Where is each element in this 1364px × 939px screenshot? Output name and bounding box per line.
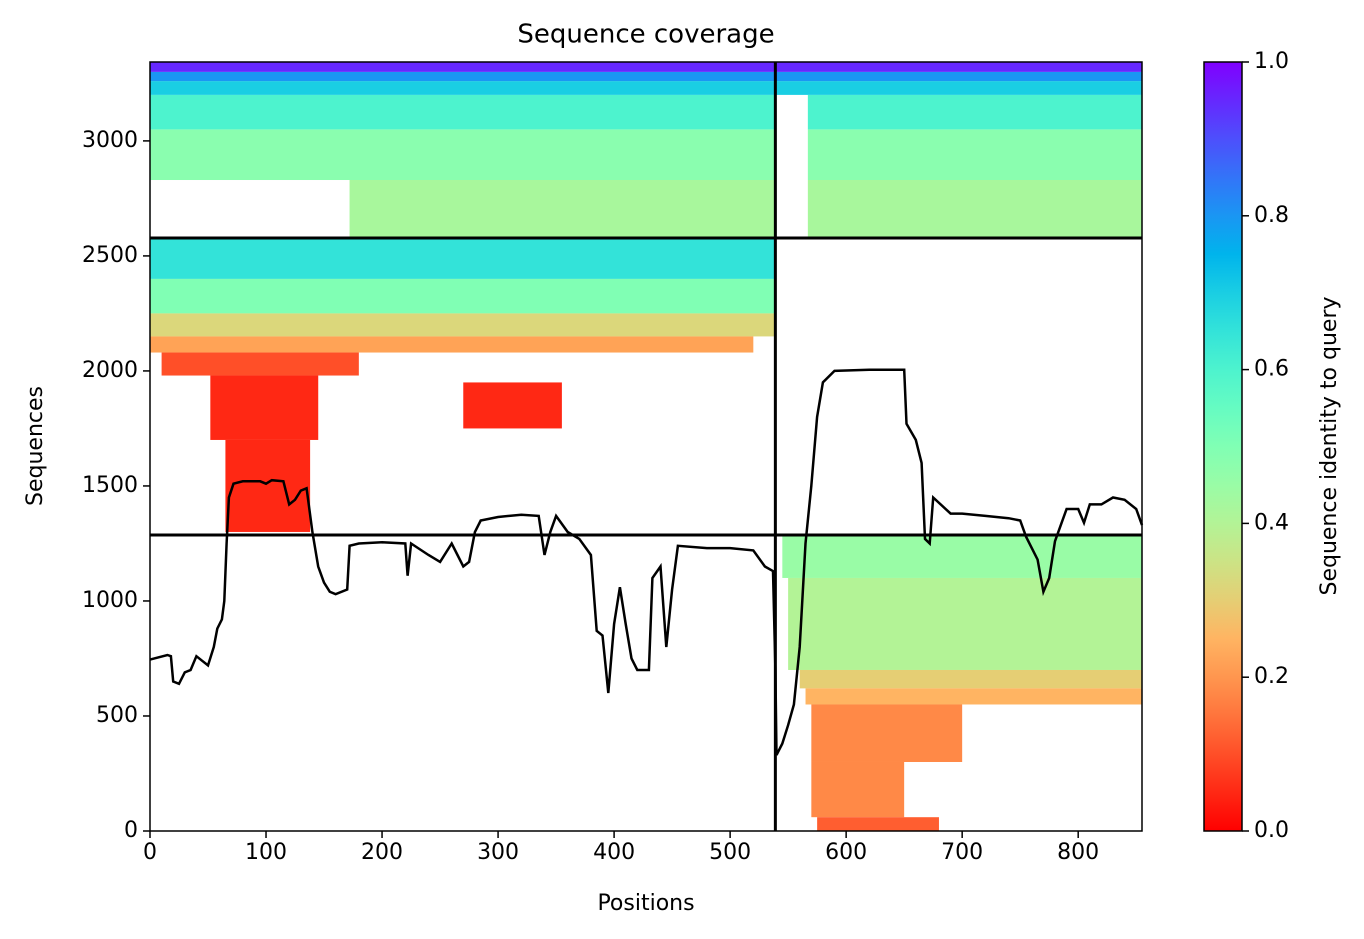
- y-tick-label: 500: [96, 703, 138, 728]
- coverage-block: [150, 336, 754, 353]
- x-tick-label: 800: [1057, 840, 1099, 865]
- colorbar: [1203, 61, 1243, 832]
- x-axis-label: Positions: [597, 891, 694, 916]
- x-tick-label: 200: [361, 840, 403, 865]
- y-tick-label: 0: [124, 818, 138, 843]
- y-tick-label: 1500: [82, 473, 138, 498]
- coverage-block: [150, 313, 776, 337]
- coverage-block: [805, 688, 1142, 705]
- x-tick-label: 300: [477, 840, 519, 865]
- colorbar-tick-label: 1.0: [1254, 49, 1289, 74]
- coverage-block: [775, 71, 1142, 82]
- colorbar-tick-label: 0.2: [1254, 664, 1289, 689]
- coverage-block: [775, 62, 1142, 72]
- coverage-block: [811, 704, 963, 762]
- coverage-block: [788, 577, 1142, 670]
- coverage-block: [807, 94, 1142, 130]
- coverage-block: [150, 81, 776, 95]
- y-tick-label: 2000: [82, 358, 138, 383]
- coverage-block: [150, 238, 776, 279]
- coverage-block: [799, 669, 1142, 689]
- coverage-block: [150, 278, 776, 314]
- coverage-block: [150, 62, 776, 72]
- y-tick-label: 3000: [82, 128, 138, 153]
- coverage-block: [349, 180, 776, 238]
- coverage-block: [150, 71, 776, 82]
- coverage-block: [807, 180, 1142, 238]
- coverage-block: [807, 129, 1142, 181]
- coverage-block: [817, 817, 939, 831]
- colorbar-tick-label: 0.8: [1254, 203, 1289, 228]
- coverage-block: [811, 761, 905, 818]
- colorbar-tick-label: 0.0: [1254, 818, 1289, 843]
- x-tick-label: 600: [825, 840, 867, 865]
- coverage-block: [463, 382, 562, 429]
- chart-title: Sequence coverage: [517, 20, 774, 50]
- x-tick-label: 500: [709, 840, 751, 865]
- x-tick-label: 100: [245, 840, 287, 865]
- colorbar-tick-label: 0.4: [1254, 510, 1289, 535]
- coverage-block: [150, 94, 776, 130]
- coverage-block: [775, 81, 1142, 95]
- coverage-block: [161, 352, 359, 376]
- coverage-block: [210, 375, 319, 440]
- coverage-block: [782, 535, 1142, 578]
- coverage-block: [150, 129, 776, 181]
- x-tick-label: 700: [941, 840, 983, 865]
- colorbar-label: Sequence identity to query: [1317, 296, 1342, 595]
- x-tick-label: 400: [593, 840, 635, 865]
- y-tick-label: 2500: [82, 243, 138, 268]
- colorbar-tick-label: 0.6: [1254, 357, 1289, 382]
- coverage-line: [149, 368, 1144, 756]
- y-axis-label: Sequences: [23, 386, 48, 506]
- plot-frame: [149, 61, 1143, 832]
- x-tick-label: 0: [143, 840, 157, 865]
- y-tick-label: 1000: [82, 588, 138, 613]
- coverage-block: [225, 439, 311, 532]
